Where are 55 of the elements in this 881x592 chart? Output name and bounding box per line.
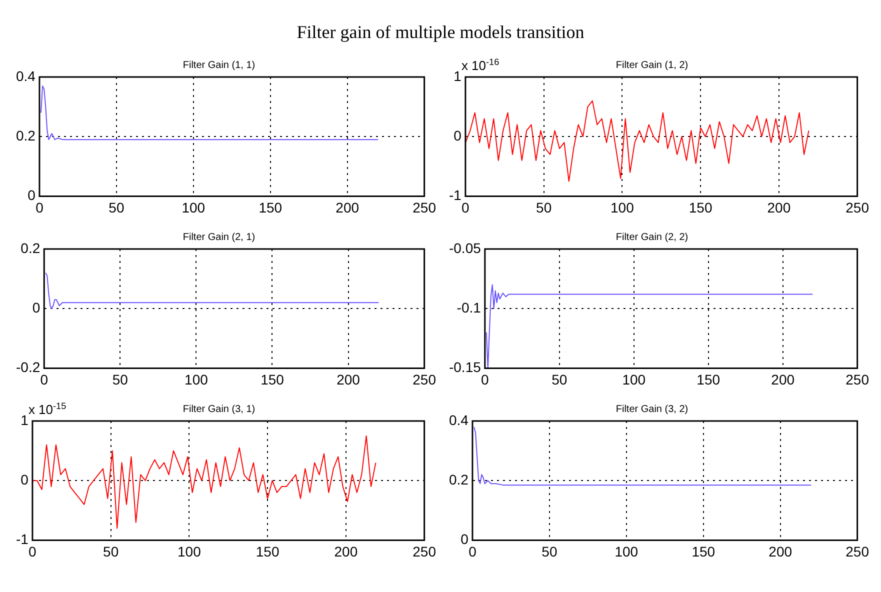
x-tick-label: 250 [412, 371, 436, 388]
y-tick-label: -1 [448, 187, 462, 204]
x-tick-label: 50 [542, 543, 558, 560]
x-tick-label: 50 [536, 199, 552, 216]
x-tick-label: 100 [178, 543, 202, 560]
x-tick-label: 150 [260, 371, 284, 388]
x-tick-label: 250 [846, 199, 870, 216]
x-tick-label: 50 [552, 371, 568, 388]
y-tick-label: 1 [20, 412, 29, 428]
text: Filter gain of multiple models transition [296, 21, 586, 44]
x-tick-label: 250 [412, 199, 436, 216]
y-tick-label: 1 [454, 68, 462, 84]
x-tick-label: 100 [614, 543, 638, 560]
x-tick-label: 50 [103, 543, 119, 560]
y-tick-label: -0.05 [448, 240, 482, 256]
x-tick-label: 200 [334, 543, 358, 560]
y-tick-label: 0.2 [448, 471, 469, 488]
y-tick-label: 0 [460, 531, 469, 548]
x-tick-label: 200 [767, 199, 791, 216]
x-tick-label: 100 [622, 371, 646, 388]
x-tick-label: 150 [258, 199, 282, 216]
y-tick-label: 0 [32, 299, 40, 316]
x-tick-label: 250 [412, 543, 436, 560]
y-tick-label: -0.1 [456, 299, 482, 316]
x-tick-label: 250 [846, 371, 870, 388]
x-tick-label: 250 [846, 543, 870, 560]
x-tick-label: 150 [256, 543, 280, 560]
x-tick-label: 100 [610, 199, 634, 216]
chart-title: Filter Gain (2, 2) [616, 232, 688, 243]
chart-title: Filter Gain (3, 1) [182, 404, 256, 415]
y-tick-label: 0 [20, 471, 29, 488]
chart-title: Filter Gain (2, 1) [182, 232, 256, 243]
x-tick-label: 150 [696, 371, 720, 388]
y-tick-label: 0.2 [16, 127, 36, 144]
x-tick-label: 200 [336, 199, 360, 216]
y-tick-label: 0 [454, 127, 462, 144]
y-tick-label: 0 [28, 187, 36, 204]
x-tick-label: 100 [184, 371, 208, 388]
x-tick-label: 50 [112, 371, 128, 388]
x-tick-label: 50 [108, 199, 124, 216]
chart-title: Filter Gain (3, 2) [616, 404, 688, 415]
x-tick-label: 200 [768, 543, 792, 560]
x-tick-label: 100 [182, 199, 206, 216]
y-tick-label: -0.15 [448, 359, 482, 376]
chart-title: Filter Gain (1, 2) [616, 60, 688, 71]
x-tick-label: 150 [688, 199, 712, 216]
y-tick-label: 0.4 [448, 412, 469, 428]
y-tick-label: 0.2 [20, 240, 40, 256]
y-tick-label: 0.4 [16, 68, 36, 84]
y-tick-label: -0.2 [16, 359, 40, 376]
x-tick-label: 150 [692, 543, 716, 560]
y-tick-label: -1 [16, 531, 29, 548]
x-tick-label: 200 [336, 371, 360, 388]
x-tick-label: 200 [771, 371, 795, 388]
chart-title: Filter Gain (1, 1) [182, 60, 256, 71]
